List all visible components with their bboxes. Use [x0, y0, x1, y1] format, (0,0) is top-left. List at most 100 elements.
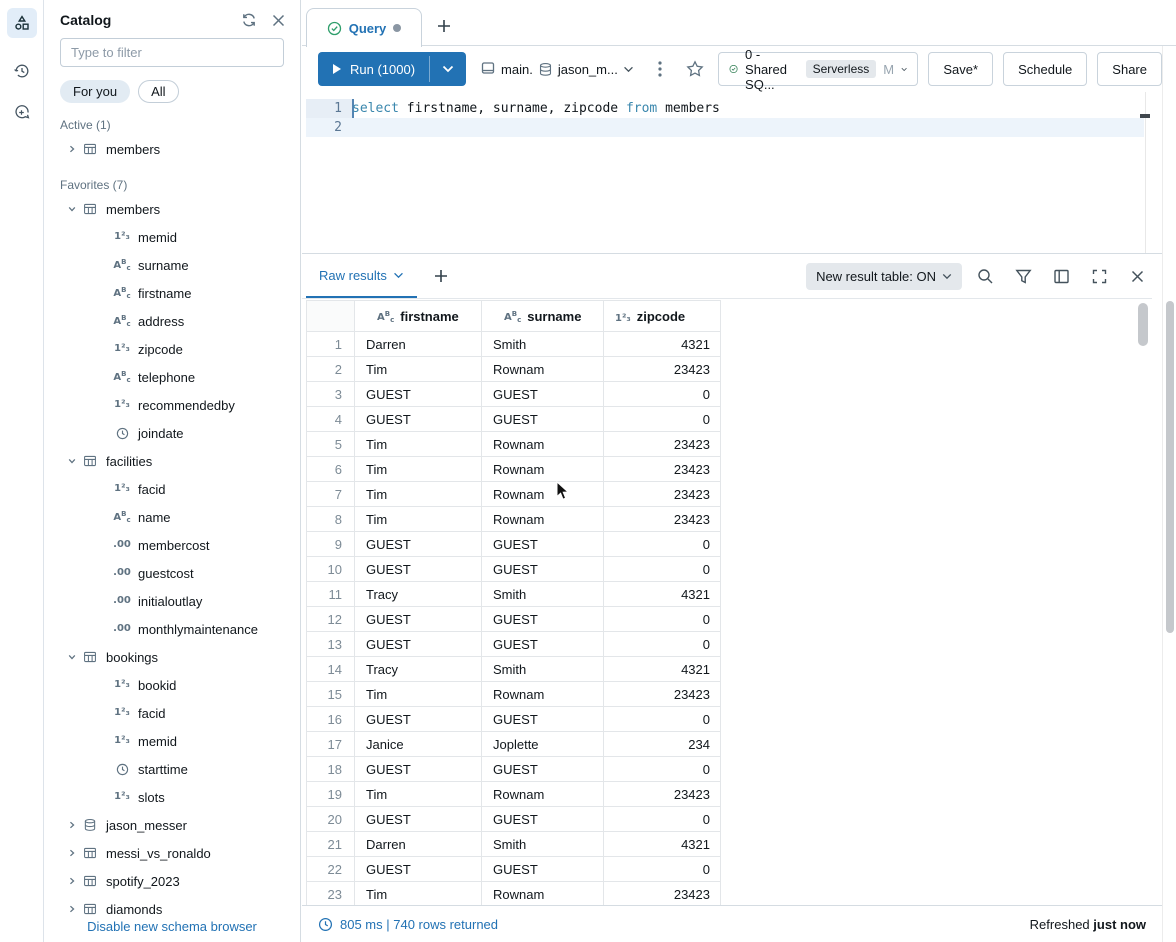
- page-scrollbar-thumb[interactable]: [1166, 301, 1174, 633]
- cell-firstname[interactable]: GUEST: [354, 856, 482, 882]
- tab-query[interactable]: Query: [306, 8, 422, 47]
- cell-zipcode[interactable]: 0: [603, 531, 721, 557]
- row-number-cell[interactable]: 18: [306, 756, 355, 782]
- column-header-surname[interactable]: ABc surname: [481, 300, 604, 332]
- history-icon[interactable]: [7, 56, 37, 86]
- side-panel-icon[interactable]: [1046, 261, 1076, 291]
- cell-surname[interactable]: Smith: [481, 581, 604, 607]
- chevron-down-icon[interactable]: [64, 201, 80, 217]
- tree-item-membercost[interactable]: .00 membercost: [44, 531, 300, 559]
- row-number-cell[interactable]: 11: [306, 581, 355, 607]
- cell-surname[interactable]: GUEST: [481, 806, 604, 832]
- cell-surname[interactable]: Rownam: [481, 781, 604, 807]
- cell-zipcode[interactable]: 4321: [603, 656, 721, 682]
- chevron-down-icon[interactable]: [64, 453, 80, 469]
- cell-surname[interactable]: Rownam: [481, 356, 604, 382]
- cell-surname[interactable]: GUEST: [481, 556, 604, 582]
- cell-surname[interactable]: Rownam: [481, 506, 604, 532]
- column-header-firstname[interactable]: ABc firstname: [354, 300, 482, 332]
- favorite-star-icon[interactable]: [683, 55, 708, 83]
- query-duration-status[interactable]: 805 ms | 740 rows returned: [318, 917, 498, 932]
- fullscreen-icon[interactable]: [1084, 261, 1114, 291]
- new-tab-button[interactable]: [430, 12, 458, 40]
- cell-zipcode[interactable]: 0: [603, 556, 721, 582]
- assistant-icon[interactable]: [7, 98, 37, 128]
- cell-zipcode[interactable]: 23423: [603, 506, 721, 532]
- add-visualization-button[interactable]: [427, 262, 455, 290]
- cell-firstname[interactable]: GUEST: [354, 531, 482, 557]
- cell-firstname[interactable]: Darren: [354, 831, 482, 857]
- cell-surname[interactable]: GUEST: [481, 381, 604, 407]
- refresh-icon[interactable]: [241, 12, 257, 28]
- row-number-cell[interactable]: 16: [306, 706, 355, 732]
- results-table-container[interactable]: ABc firstname ABc surname 1²₃ zipcode 1 Darren…: [306, 300, 1136, 905]
- editor-results-divider[interactable]: [302, 253, 1162, 254]
- row-number-cell[interactable]: 23: [306, 881, 355, 905]
- close-icon[interactable]: [271, 13, 286, 28]
- cell-firstname[interactable]: Tracy: [354, 656, 482, 682]
- cell-surname[interactable]: Rownam: [481, 431, 604, 457]
- tree-item-messi_vs_ronaldo[interactable]: messi_vs_ronaldo: [44, 839, 300, 867]
- row-number-cell[interactable]: 9: [306, 531, 355, 557]
- cell-zipcode[interactable]: 4321: [603, 831, 721, 857]
- cell-firstname[interactable]: GUEST: [354, 606, 482, 632]
- cell-zipcode[interactable]: 4321: [603, 331, 721, 357]
- tree-item-zipcode[interactable]: 1²₃ zipcode: [44, 335, 300, 363]
- tree-item-members[interactable]: members: [44, 195, 300, 223]
- cell-surname[interactable]: GUEST: [481, 856, 604, 882]
- row-number-cell[interactable]: 5: [306, 431, 355, 457]
- page-scrollbar[interactable]: [1162, 46, 1176, 942]
- disable-schema-browser-link[interactable]: Disable new schema browser: [87, 919, 257, 934]
- row-number-cell[interactable]: 15: [306, 681, 355, 707]
- cell-surname[interactable]: GUEST: [481, 531, 604, 557]
- cell-firstname[interactable]: Tim: [354, 481, 482, 507]
- row-number-cell[interactable]: 1: [306, 331, 355, 357]
- catalog-filter-input[interactable]: [60, 38, 284, 67]
- catalog-schema-selector[interactable]: main. jason_m...: [476, 61, 638, 77]
- row-number-cell[interactable]: 6: [306, 456, 355, 482]
- cell-zipcode[interactable]: 23423: [603, 781, 721, 807]
- cell-surname[interactable]: GUEST: [481, 606, 604, 632]
- cell-zipcode[interactable]: 0: [603, 631, 721, 657]
- tree-item-guestcost[interactable]: .00 guestcost: [44, 559, 300, 587]
- cell-zipcode[interactable]: 0: [603, 806, 721, 832]
- tree-item-facid[interactable]: 1²₃ facid: [44, 475, 300, 503]
- tree-item-slots[interactable]: 1²₃ slots: [44, 783, 300, 811]
- tree-item-initialoutlay[interactable]: .00 initialoutlay: [44, 587, 300, 615]
- cell-firstname[interactable]: Tim: [354, 431, 482, 457]
- tree-item-address[interactable]: ABc address: [44, 307, 300, 335]
- row-number-cell[interactable]: 3: [306, 381, 355, 407]
- tree-item-surname[interactable]: ABc surname: [44, 251, 300, 279]
- more-options-kebab-icon[interactable]: [648, 55, 673, 83]
- tree-item-bookings[interactable]: bookings: [44, 643, 300, 671]
- cell-zipcode[interactable]: 23423: [603, 431, 721, 457]
- cell-firstname[interactable]: Tim: [354, 681, 482, 707]
- tree-item-joindate[interactable]: joindate: [44, 419, 300, 447]
- cell-surname[interactable]: Smith: [481, 331, 604, 357]
- row-number-cell[interactable]: 13: [306, 631, 355, 657]
- tree-item-facilities[interactable]: facilities: [44, 447, 300, 475]
- row-number-cell[interactable]: 22: [306, 856, 355, 882]
- tree-item-members[interactable]: members: [44, 135, 300, 163]
- cell-firstname[interactable]: GUEST: [354, 631, 482, 657]
- cell-zipcode[interactable]: 0: [603, 606, 721, 632]
- cell-firstname[interactable]: Tim: [354, 356, 482, 382]
- column-header-zipcode[interactable]: 1²₃ zipcode: [603, 300, 721, 332]
- save-button[interactable]: Save*: [928, 52, 994, 86]
- cell-surname[interactable]: Smith: [481, 831, 604, 857]
- cell-firstname[interactable]: GUEST: [354, 406, 482, 432]
- share-button[interactable]: Share: [1097, 52, 1162, 86]
- cell-zipcode[interactable]: 0: [603, 706, 721, 732]
- tree-item-spotify_2023[interactable]: spotify_2023: [44, 867, 300, 895]
- close-results-icon[interactable]: [1122, 261, 1152, 291]
- cell-surname[interactable]: GUEST: [481, 706, 604, 732]
- cell-zipcode[interactable]: 0: [603, 406, 721, 432]
- row-number-cell[interactable]: 10: [306, 556, 355, 582]
- row-number-cell[interactable]: 12: [306, 606, 355, 632]
- chevron-right-icon[interactable]: [64, 141, 80, 157]
- cell-zipcode[interactable]: 23423: [603, 481, 721, 507]
- cell-firstname[interactable]: Tim: [354, 881, 482, 905]
- cell-surname[interactable]: GUEST: [481, 406, 604, 432]
- cell-firstname[interactable]: GUEST: [354, 706, 482, 732]
- cell-firstname[interactable]: Darren: [354, 331, 482, 357]
